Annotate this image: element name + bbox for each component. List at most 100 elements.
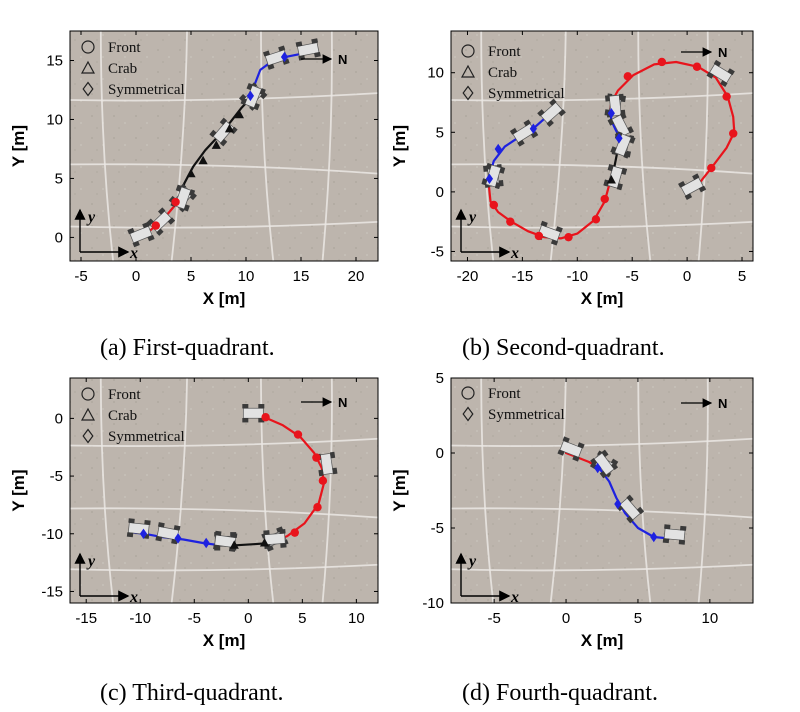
legend-diamond-icon bbox=[82, 428, 94, 444]
panel-caption: (c) Third-quadrant. bbox=[100, 680, 283, 706]
crack bbox=[697, 31, 709, 261]
crack bbox=[480, 378, 495, 603]
y-tick-label: 0 bbox=[55, 410, 63, 427]
diamond-marker bbox=[485, 173, 494, 184]
triangle-marker bbox=[234, 109, 244, 119]
rover-icon bbox=[706, 59, 735, 88]
panel-a: -5 0 5 10 15 20 0 5 10 15 X [m] Y [m] Front Crab Symme… bbox=[9, 30, 379, 361]
y-axis-label: Y [m] bbox=[390, 469, 409, 511]
x-tick-label: 15 bbox=[293, 268, 310, 285]
rover-icon bbox=[557, 436, 585, 462]
crack bbox=[451, 563, 753, 572]
x-tick-label: 10 bbox=[702, 610, 719, 627]
rover-icon bbox=[316, 451, 338, 477]
frame-y-label: y bbox=[467, 209, 477, 226]
rover-icon bbox=[127, 221, 155, 248]
legend-label-symmetrical: Symmetrical bbox=[488, 407, 565, 423]
diamond-marker bbox=[650, 531, 658, 543]
circle-marker bbox=[600, 194, 609, 204]
crack bbox=[70, 221, 378, 229]
legend-label-crab: Crab bbox=[108, 61, 137, 77]
crack bbox=[70, 563, 378, 572]
x-tick-label: -5 bbox=[626, 268, 639, 285]
crack bbox=[99, 31, 115, 261]
legend-label-front: Front bbox=[108, 40, 141, 56]
circle-marker bbox=[623, 72, 633, 81]
y-tick-label: 5 bbox=[55, 170, 63, 187]
crack bbox=[260, 31, 275, 261]
legend-label-crab: Crab bbox=[488, 65, 517, 81]
circle-marker bbox=[293, 430, 303, 439]
crack bbox=[70, 437, 378, 447]
legend-diamond-icon bbox=[462, 85, 474, 101]
x-axis-label: X [m] bbox=[203, 631, 246, 650]
diamond-marker bbox=[202, 537, 210, 549]
x-tick-label: 5 bbox=[298, 610, 306, 627]
y-tick-label: 10 bbox=[427, 65, 444, 82]
rover-icon bbox=[678, 173, 707, 201]
circle-marker bbox=[722, 92, 731, 101]
frame-y-label: y bbox=[467, 553, 477, 570]
axes-frame bbox=[450, 30, 754, 262]
legend-circle-icon bbox=[81, 40, 95, 54]
x-tick-label: 0 bbox=[683, 268, 691, 285]
frame-y-label: y bbox=[86, 553, 96, 570]
legend-label-symmetrical: Symmetrical bbox=[488, 86, 565, 102]
north-label: N bbox=[338, 395, 347, 410]
diamond-marker bbox=[246, 90, 254, 102]
ground-cracks bbox=[70, 31, 378, 261]
y-tick-label: 0 bbox=[55, 229, 63, 246]
x-axis-label: X [m] bbox=[581, 631, 624, 650]
circle-marker bbox=[313, 503, 322, 512]
legend-label-front: Front bbox=[488, 44, 521, 60]
y-tick-label: -5 bbox=[431, 520, 444, 537]
rover-icon bbox=[242, 404, 265, 423]
circle-marker bbox=[489, 200, 499, 210]
axes-frame bbox=[69, 377, 379, 604]
plot-background bbox=[70, 31, 378, 261]
legend-circle-icon bbox=[81, 387, 95, 401]
y-tick-label: 15 bbox=[46, 52, 63, 69]
y-axis-label: Y [m] bbox=[9, 125, 28, 167]
crack bbox=[170, 31, 188, 261]
series-line-symmetrical bbox=[487, 115, 548, 182]
crack bbox=[70, 507, 378, 519]
legend-label-symmetrical: Symmetrical bbox=[108, 429, 185, 445]
x-tick-label: 10 bbox=[238, 268, 255, 285]
x-tick-label: 0 bbox=[562, 610, 570, 627]
crack bbox=[451, 507, 753, 519]
y-tick-label: -10 bbox=[41, 526, 63, 543]
diamond-marker bbox=[494, 143, 502, 155]
circle-marker bbox=[506, 217, 515, 226]
rover-icon bbox=[209, 117, 238, 147]
legend-label-symmetrical: Symmetrical bbox=[108, 82, 185, 98]
frame-y-label: y bbox=[86, 209, 96, 226]
legend-diamond-icon bbox=[82, 81, 94, 97]
x-tick-label: 20 bbox=[348, 268, 365, 285]
frame-x-label: x bbox=[129, 245, 138, 262]
x-tick-label: -20 bbox=[457, 268, 479, 285]
x-axis-label: X [m] bbox=[581, 289, 624, 308]
circle-marker bbox=[707, 163, 716, 173]
legend-diamond-icon bbox=[462, 406, 474, 422]
legend-triangle-icon bbox=[460, 64, 476, 78]
diamond-marker bbox=[607, 108, 615, 119]
circle-marker bbox=[151, 221, 160, 230]
diamond-marker bbox=[614, 498, 622, 510]
x-tick-label: -10 bbox=[129, 610, 151, 627]
frame-x-label: x bbox=[510, 589, 519, 606]
plot-background bbox=[451, 378, 753, 603]
x-tick-label: 5 bbox=[634, 610, 642, 627]
circle-marker bbox=[657, 57, 667, 67]
diamond-marker bbox=[594, 462, 602, 474]
crack bbox=[637, 31, 652, 261]
legend-label-crab: Crab bbox=[108, 408, 137, 424]
circle-marker bbox=[729, 129, 738, 138]
circle-marker bbox=[171, 197, 180, 207]
circle-marker bbox=[261, 413, 270, 422]
legend-triangle-icon bbox=[80, 407, 96, 421]
crack bbox=[70, 92, 378, 102]
y-tick-label: -5 bbox=[431, 243, 444, 260]
plot-background bbox=[70, 378, 378, 603]
